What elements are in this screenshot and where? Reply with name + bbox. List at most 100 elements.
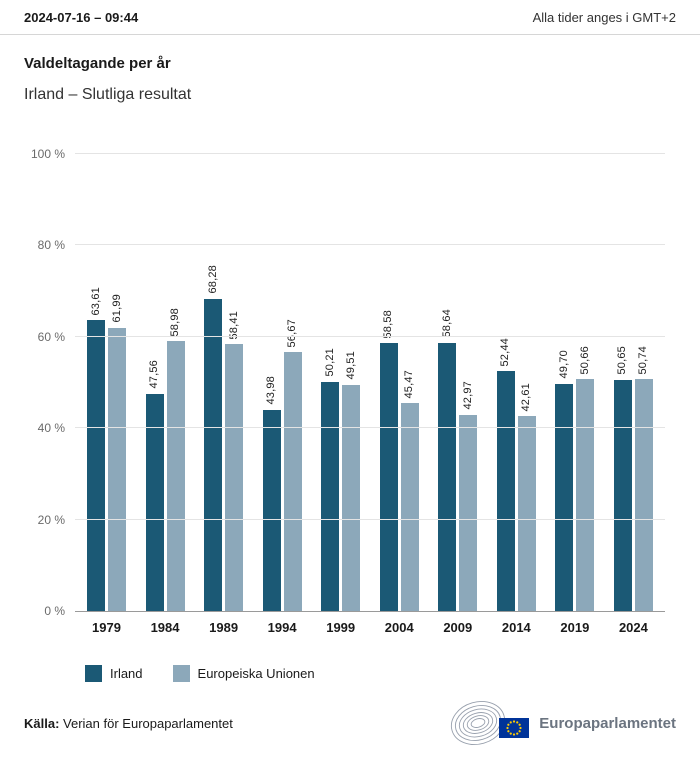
- bar-wrap: 42,97: [459, 154, 478, 611]
- x-tick-label-1999: 1999: [326, 620, 356, 635]
- y-tick-label: 100 %: [30, 147, 65, 161]
- bar-value-label: 56,67: [286, 318, 299, 348]
- legend-item-irland: Irland: [85, 665, 143, 682]
- bar-value-label: 52,44: [499, 337, 512, 367]
- bar-group-1979: 63,61 61,99: [87, 154, 126, 611]
- bar-irland-2024[interactable]: [613, 379, 632, 611]
- bar-eu-1984[interactable]: [166, 341, 185, 611]
- bar-value-label: 58,58: [382, 309, 395, 339]
- x-tick-label-2009: 2009: [443, 620, 473, 635]
- bar-value-label: 50,74: [637, 345, 650, 375]
- x-tick-label-2014: 2014: [501, 620, 531, 635]
- bar-wrap: 50,66: [576, 154, 595, 611]
- y-tick-label: 60 %: [37, 329, 65, 344]
- bar-wrap: 50,74: [634, 154, 653, 611]
- legend-swatch-irland: [85, 665, 102, 682]
- y-tick-label: 40 %: [37, 421, 65, 436]
- bar-value-label: 50,65: [616, 346, 629, 375]
- bar-wrap: 50,21: [321, 154, 340, 611]
- bar-irland-2014[interactable]: [496, 371, 515, 611]
- top-bar: 2024-07-16 – 09:44 Alla tider anges i GM…: [0, 0, 700, 35]
- bar-eu-1994[interactable]: [283, 352, 302, 611]
- chart-subtitle: Irland – Slutliga resultat: [24, 86, 192, 103]
- bar-eu-1979[interactable]: [108, 327, 126, 611]
- bar-wrap: 45,47: [400, 154, 419, 611]
- bar-wrap: 68,28: [204, 154, 223, 611]
- bar-value-label: 68,28: [206, 265, 219, 294]
- bar-value-label: 61,99: [110, 294, 123, 323]
- bar-group-2024: 50,65 50,74: [613, 154, 653, 611]
- bar-irland-1989[interactable]: [204, 298, 223, 611]
- bar-wrap: 58,98: [166, 154, 185, 611]
- bar-wrap: 50,65: [613, 154, 632, 611]
- bar-group-2014: 52,44 42,61: [496, 154, 536, 611]
- bar-eu-2009[interactable]: [459, 414, 478, 611]
- chart-legend: Irland Europeiska Unionen: [85, 665, 676, 682]
- source-note: Källa: Verian för Europaparlamentet: [24, 716, 233, 731]
- x-tick-label-1984: 1984: [150, 620, 180, 635]
- bar-group-1999: 50,21 49,51: [321, 154, 361, 611]
- bar-irland-1994[interactable]: [262, 410, 281, 611]
- bar-value-label: 50,66: [578, 345, 591, 375]
- bar-wrap: 56,67: [283, 154, 302, 611]
- source-text: Verian för Europaparlamentet: [63, 715, 233, 731]
- bar-wrap: 47,56: [145, 154, 164, 611]
- bar-eu-2014[interactable]: [517, 416, 536, 611]
- bar-irland-2009[interactable]: [438, 343, 457, 611]
- bar-group-1994: 43,98 56,67: [262, 154, 302, 611]
- europarl-logo: Europaparlamentet: [449, 699, 676, 747]
- bar-irland-2004[interactable]: [379, 343, 398, 611]
- chart-area: 63,61 61,99 47,56 58,98 68,28 58,41 43,98 56,67…: [31, 147, 665, 618]
- bar-group-2009: 58,64 42,97: [438, 154, 478, 611]
- bar-value-label: 49,51: [344, 351, 357, 380]
- x-tick-label-2024: 2024: [618, 620, 648, 635]
- chart-header: Valdeltagande per år Irland – Slutliga r…: [0, 35, 700, 104]
- bar-group-2004: 58,58 45,47: [379, 154, 419, 611]
- timezone-note: Alla tider anges i GMT+2: [532, 10, 676, 25]
- bar-irland-1999[interactable]: [321, 381, 340, 611]
- bar-group-2019: 49,70 50,66: [555, 154, 595, 611]
- plot-area: 63,61 61,99 47,56 58,98 68,28 58,41 43,98 56,67…: [31, 147, 665, 618]
- x-axis-labels: 1979 1984 1989 1994 1999 2004 2009 2014 2019 2024: [75, 620, 665, 635]
- bar-wrap: 63,61: [87, 154, 105, 611]
- bar-irland-1979[interactable]: [87, 320, 105, 611]
- gridline: [75, 244, 665, 246]
- bar-wrap: 58,41: [225, 154, 244, 611]
- bar-wrap: 52,44: [496, 154, 515, 611]
- legend-label-irland: Irland: [110, 666, 143, 681]
- bar-eu-2004[interactable]: [400, 403, 419, 611]
- bar-group-1984: 47,56 58,98: [145, 154, 185, 611]
- legend-item-eu: Europeiska Unionen: [172, 665, 315, 682]
- bar-wrap: 61,99: [108, 154, 126, 611]
- gridline: [75, 518, 665, 520]
- bar-value-label: 58,98: [169, 307, 182, 337]
- x-tick-label-1989: 1989: [209, 620, 239, 635]
- bar-wrap: 58,58: [379, 154, 398, 611]
- bar-wrap: 58,64: [438, 154, 457, 611]
- bar-wrap: 49,70: [555, 154, 574, 611]
- y-tick-label: 80 %: [37, 238, 65, 253]
- hemicycle-icon: [451, 701, 506, 745]
- bar-group-1989: 68,28 58,41: [204, 154, 244, 611]
- y-tick-label: 0 %: [44, 604, 65, 618]
- bar-value-label: 42,97: [461, 381, 474, 410]
- legend-swatch-eu: [172, 665, 190, 682]
- footer: Källa: Verian för Europaparlamentet: [0, 699, 700, 747]
- bar-irland-2019[interactable]: [555, 383, 574, 611]
- bar-eu-2019[interactable]: [576, 379, 595, 611]
- bar-eu-1999[interactable]: [342, 384, 361, 611]
- x-tick-label-2019: 2019: [560, 620, 590, 635]
- bar-wrap: 42,61: [517, 154, 536, 611]
- bars-container: 63,61 61,99 47,56 58,98 68,28 58,41 43,98 56,67…: [75, 154, 665, 611]
- bar-value-label: 58,64: [440, 309, 453, 339]
- bar-eu-2024[interactable]: [634, 379, 653, 611]
- gridline: [75, 153, 665, 154]
- bar-eu-1989[interactable]: [225, 344, 244, 611]
- x-tick-label-1994: 1994: [267, 620, 297, 635]
- bar-value-label: 58,41: [227, 310, 240, 340]
- bar-irland-1984[interactable]: [145, 393, 164, 611]
- gridline: [75, 427, 665, 429]
- bar-value-label: 50,21: [323, 348, 336, 377]
- eu-flag-icon: [499, 718, 530, 738]
- bar-value-label: 42,61: [520, 382, 533, 412]
